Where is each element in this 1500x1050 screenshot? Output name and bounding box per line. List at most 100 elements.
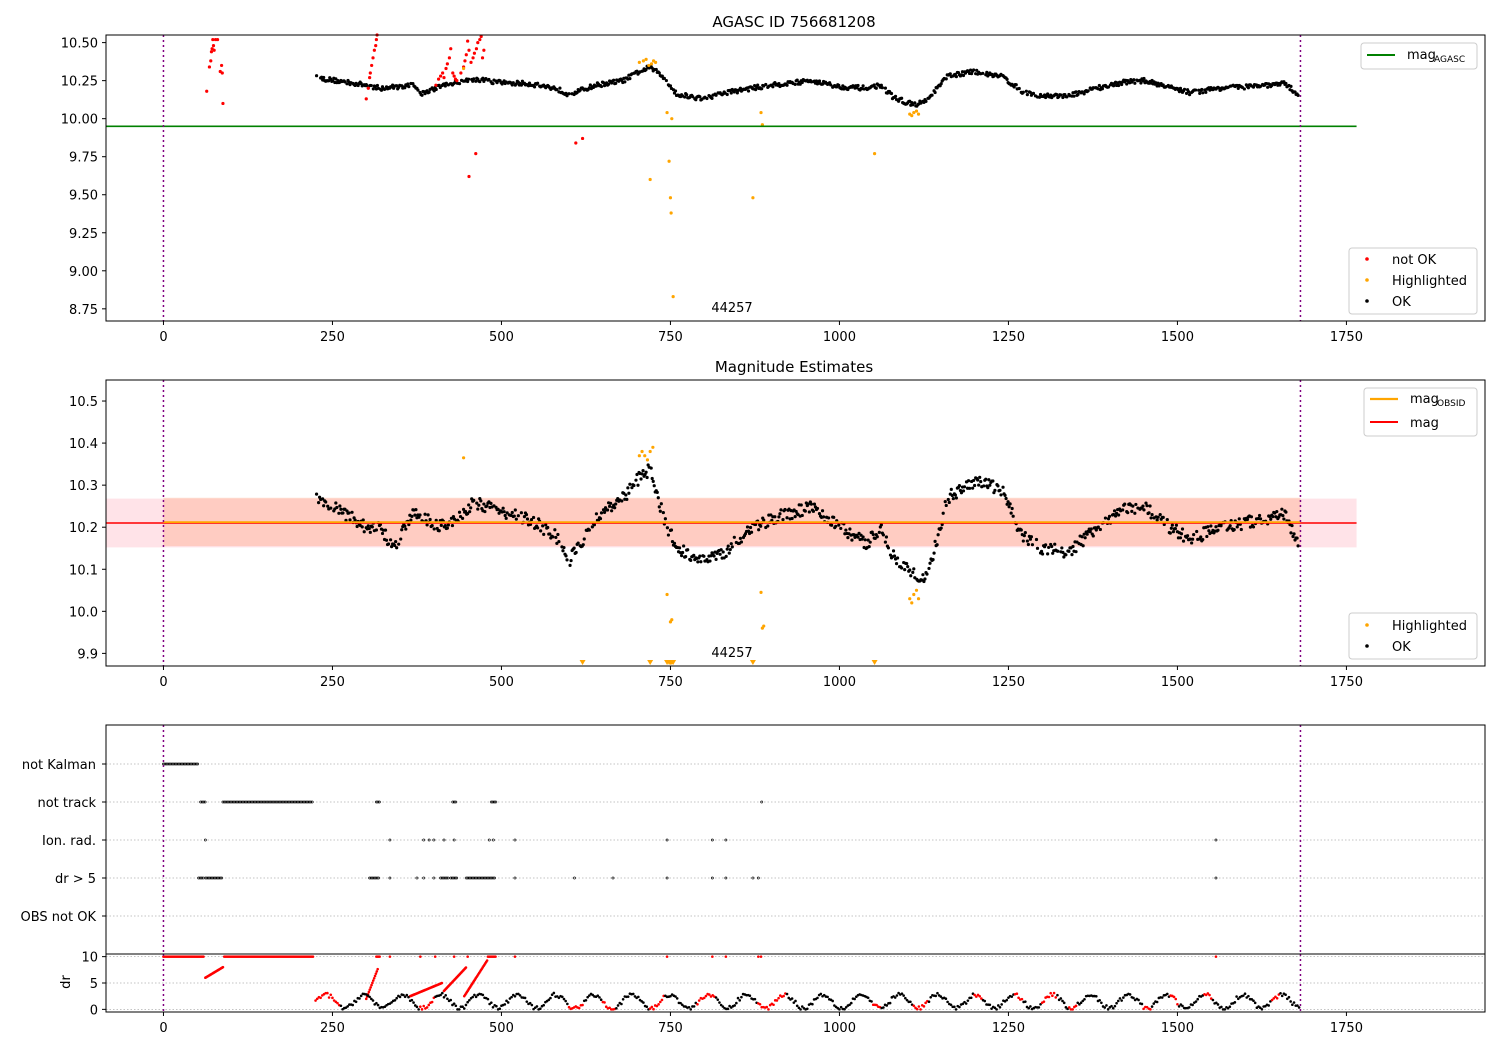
panel2-highlighted-point (637, 454, 641, 458)
panel3-flag-marker (491, 876, 495, 880)
panel4-ok-point (1120, 999, 1123, 1002)
panel4-notok-point (1145, 1005, 1149, 1009)
panel1-notok-point (467, 174, 471, 179)
panel2-ok-point (630, 486, 634, 490)
panel4-ok-point (1258, 1006, 1262, 1009)
panel1-ok-point (406, 82, 410, 86)
panel2-ok-point (971, 486, 975, 490)
panel1-ok-point (880, 86, 884, 90)
panel4-ok-point (680, 1003, 684, 1007)
panel2-ok-point (339, 507, 343, 511)
panel4-ok-point (843, 1007, 846, 1011)
panel4-notok-point (604, 1005, 608, 1008)
panel2-highlighted-point (910, 601, 914, 605)
panel4-ramp-point (464, 966, 468, 969)
panel4-ok-point (983, 999, 987, 1003)
panel1-ok-point (954, 75, 958, 79)
panel2-ok-point (692, 553, 696, 557)
panel2-ok-point (867, 544, 871, 549)
panel4-ok-point (716, 998, 720, 1001)
panel4-ok-point (1115, 1001, 1118, 1005)
panel4-ramp-point (372, 976, 376, 980)
panel2-ok-point (413, 513, 417, 517)
panel1-ok-point (1139, 81, 1143, 85)
panel2-ok-point (932, 551, 936, 555)
panel2-ok-point (732, 535, 736, 539)
panel2-highlighted-point (461, 456, 466, 460)
panel3-flag-marker (165, 762, 168, 766)
panel2-ok-point (832, 515, 836, 519)
panel2-ok-point (966, 479, 971, 483)
panel4-ok-point (692, 1005, 696, 1008)
panel2-ok-point (781, 517, 785, 522)
panel1-ok-point (427, 90, 431, 94)
panel4-ok-point (794, 999, 797, 1003)
panel2-ok-point (344, 518, 348, 522)
panel3-flag-marker (442, 876, 445, 880)
panel2-ok-point (1235, 525, 1239, 529)
panel4-ok-point (790, 997, 794, 1000)
panel2-ok-point (1131, 504, 1135, 508)
panel4-ok-point (853, 997, 856, 1001)
panel4-ramp-point (221, 965, 225, 969)
panel3-flag-marker (310, 800, 314, 804)
panel2-ok-point (1034, 537, 1039, 542)
panel4-ok-point (358, 997, 361, 1000)
panel4-ok-point (412, 1001, 415, 1004)
panel2-ok-point (1289, 531, 1293, 535)
panel4-ok-point (1297, 1006, 1301, 1009)
panel4-ok-point (405, 993, 409, 997)
panel2-ok-point (698, 554, 702, 558)
panel2-ok-point (1064, 553, 1068, 557)
panel1-notok-point (580, 136, 585, 141)
panel2-ok-point (669, 528, 674, 532)
panel1-notok-point (467, 48, 471, 52)
panel2-ok-point (337, 511, 341, 515)
panel2-ok-point (708, 559, 712, 563)
panel2-ok-point (719, 548, 723, 552)
panel3-flag-marker (432, 876, 436, 880)
panel3-flag-marker (415, 876, 419, 880)
panel2-ok-point (718, 552, 722, 556)
panel1-ok-point (644, 67, 648, 72)
panel4-notok-point (327, 996, 331, 999)
panel2-ok-point (891, 549, 896, 553)
panel2-ok-point (770, 518, 774, 523)
panel2-ok-point (380, 531, 385, 536)
panel2-ok-point (489, 501, 493, 506)
panel4-notok-point (1047, 995, 1051, 999)
panel4-ok-point (376, 1003, 380, 1007)
panel4-notok-point (1020, 997, 1024, 1001)
panel4-notok-point (1204, 993, 1208, 997)
panel1-ok-point (567, 92, 571, 96)
panel4-ok-point (481, 993, 485, 997)
panel4-ok-point (844, 1006, 848, 1009)
panel2-ok-point (1082, 532, 1086, 536)
panel4-notok-point (1206, 992, 1210, 995)
panel2-ok-point (931, 558, 935, 562)
panel1-notok-point (209, 50, 214, 54)
panel1-ytick-label: 9.25 (69, 227, 98, 242)
panel1-ok-point (961, 73, 966, 78)
panel1-notok-point (479, 34, 483, 39)
panel1-ytick-label: 8.75 (69, 303, 98, 318)
panel2-ok-point (820, 509, 825, 513)
panel2-ok-point (457, 510, 462, 514)
panel1-ok-point (944, 77, 948, 81)
panel4-ok-point (996, 1004, 1000, 1007)
panel3-flag-marker (246, 800, 250, 804)
panel1-ok-point (856, 83, 860, 88)
panel1-highlighted-point (910, 114, 914, 118)
panel2-ok-point (834, 524, 838, 528)
panel2-ok-point (1192, 532, 1196, 537)
panel2-ok-point (581, 543, 585, 547)
panel1-notok-point (464, 53, 468, 57)
panel1-notok-point (447, 56, 451, 60)
panel4-ok-point (491, 1006, 495, 1009)
panel4-ok-point (954, 1008, 958, 1011)
panel1-ok-point (756, 83, 760, 87)
panel2-ok-point (1133, 511, 1137, 515)
panel4-ok-point (866, 996, 870, 1000)
panel1-ok-point (1251, 85, 1256, 89)
panel4-ok-point (1253, 1001, 1257, 1005)
